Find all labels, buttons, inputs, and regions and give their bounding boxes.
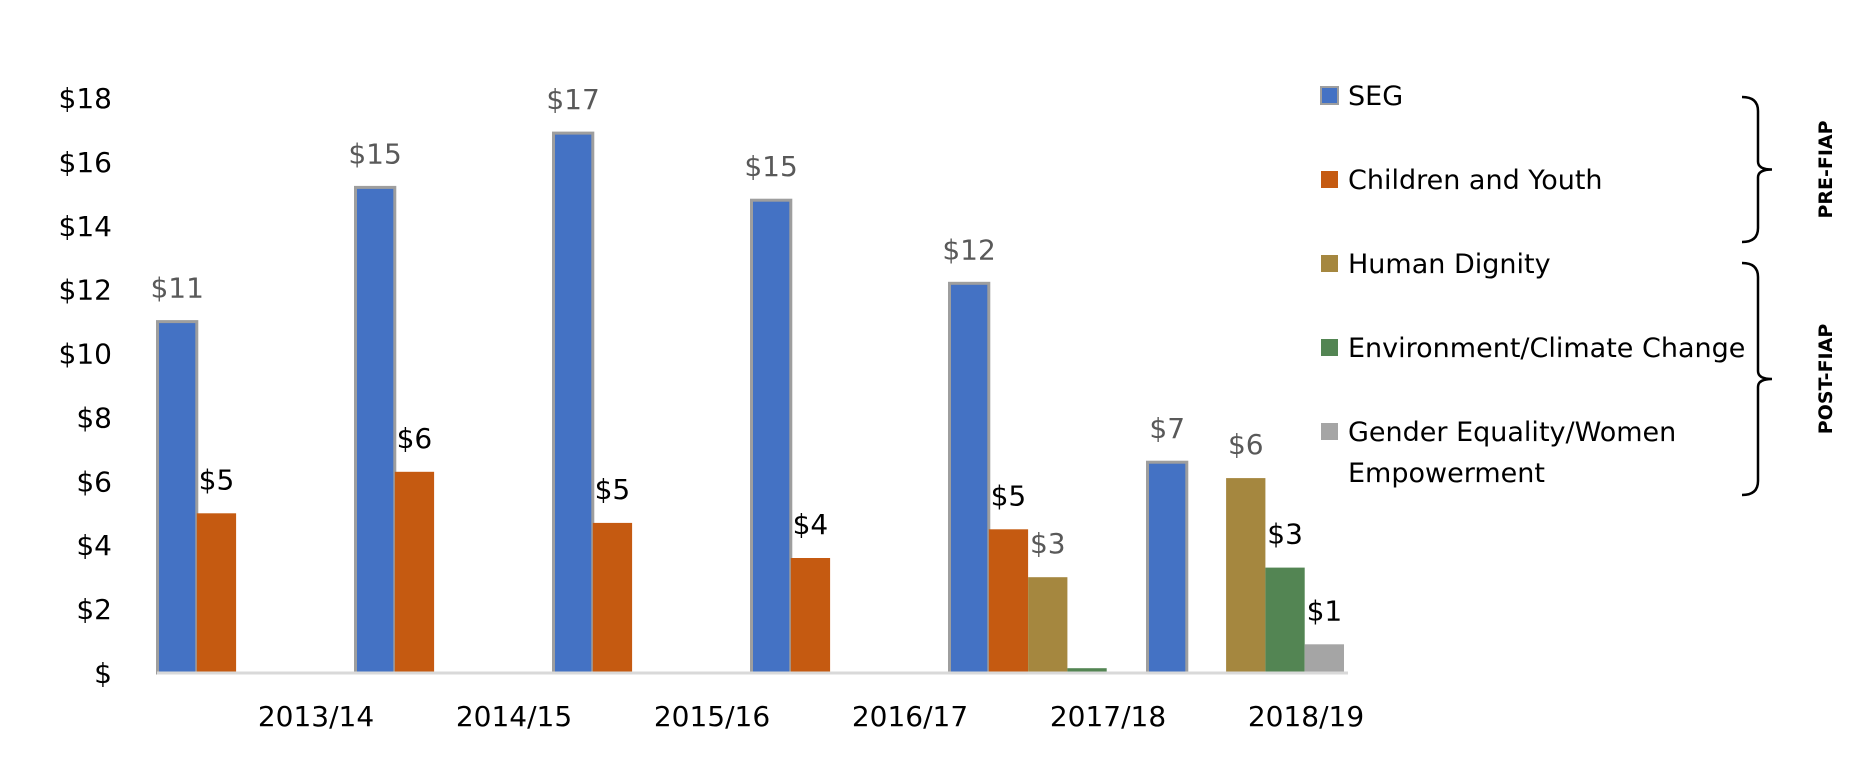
legend-entry-gender-equality-women-empowerment: Gender Equality/Women Empowerment: [1348, 417, 1676, 489]
bar-seg: [948, 281, 991, 675]
y-tick-label: $18: [59, 82, 112, 115]
data-label: $4: [793, 508, 829, 541]
legend-entry-human-dignity: Human Dignity: [1348, 249, 1551, 280]
bar-seg: [354, 185, 397, 675]
y-tick-label: $: [94, 657, 112, 690]
data-label: $6: [1228, 428, 1264, 461]
bracket-pre-fiap: [1741, 95, 1773, 244]
bar-gender-equality-women-empowerment: [1304, 644, 1344, 674]
bar-children-and-youth: [592, 522, 633, 673]
data-label: $1: [1307, 594, 1343, 627]
legend-swatch-seg: [1320, 86, 1339, 105]
y-tick-label: $10: [59, 338, 112, 371]
bar-environment-climate-change: [1265, 567, 1305, 673]
bar-seg: [552, 131, 595, 675]
data-label: $7: [1149, 412, 1185, 445]
x-tick-label: 2014/15: [456, 700, 572, 733]
legend-swatch-gender-equality-women-empowerment: [1321, 423, 1338, 440]
data-label: $15: [348, 137, 401, 170]
bar-seg: [750, 198, 793, 675]
data-label: $15: [744, 150, 797, 183]
bar-children-and-youth: [988, 529, 1029, 674]
y-tick-label: $2: [76, 593, 112, 626]
bar-human-dignity: [1028, 577, 1068, 673]
legend-swatch-environment-climate-change: [1321, 339, 1338, 356]
data-label: $12: [942, 233, 995, 266]
bar-children-and-youth: [790, 558, 831, 673]
x-tick-label: 2017/18: [1050, 700, 1166, 733]
data-label: $5: [595, 473, 631, 506]
bar-seg: [1146, 460, 1189, 675]
bar-human-dignity: [1226, 478, 1266, 673]
data-label: $11: [150, 272, 203, 305]
bar-seg: [156, 320, 199, 675]
y-tick-label: $14: [59, 210, 112, 243]
legend-swatch-human-dignity: [1321, 255, 1338, 272]
data-label: $17: [546, 83, 599, 116]
x-tick-label: 2013/14: [258, 700, 374, 733]
legend-entry-children-and-youth: Children and Youth: [1348, 165, 1603, 196]
data-label: $5: [991, 479, 1027, 512]
legend-entry-seg: SEG: [1348, 81, 1403, 112]
y-tick-label: $8: [76, 401, 112, 434]
bracket-label-pre-fiap: PRE-FIAP: [1815, 120, 1837, 218]
data-label: $5: [199, 463, 235, 496]
legend-entry-environment-climate-change: Environment/Climate Change: [1348, 333, 1745, 364]
bar-environment-climate-change: [1067, 668, 1107, 673]
data-label: $3: [1030, 527, 1066, 560]
y-tick-label: $12: [59, 274, 112, 307]
bar-children-and-youth: [196, 513, 237, 673]
x-tick-label: 2018/19: [1248, 700, 1364, 733]
y-tick-label: $16: [59, 146, 112, 179]
data-label: $6: [397, 422, 433, 455]
y-tick-label: $4: [76, 529, 112, 562]
x-tick-label: 2016/17: [852, 700, 968, 733]
bracket-label-post-fiap: POST-FIAP: [1815, 324, 1837, 435]
data-label: $3: [1267, 518, 1303, 551]
y-tick-label: $6: [76, 465, 112, 498]
bar-children-and-youth: [394, 471, 435, 674]
bracket-post-fiap: [1741, 261, 1773, 497]
legend-swatch-children-and-youth: [1321, 171, 1338, 188]
x-tick-label: 2015/16: [654, 700, 770, 733]
